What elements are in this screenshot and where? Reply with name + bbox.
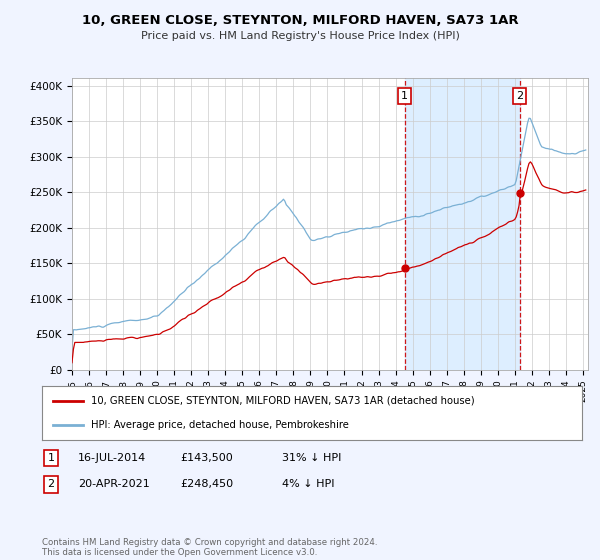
Text: 16-JUL-2014: 16-JUL-2014 [78,453,146,463]
Text: 31% ↓ HPI: 31% ↓ HPI [282,453,341,463]
Text: 10, GREEN CLOSE, STEYNTON, MILFORD HAVEN, SA73 1AR (detached house): 10, GREEN CLOSE, STEYNTON, MILFORD HAVEN… [91,396,474,406]
Text: 10, GREEN CLOSE, STEYNTON, MILFORD HAVEN, SA73 1AR: 10, GREEN CLOSE, STEYNTON, MILFORD HAVEN… [82,14,518,27]
Text: Contains HM Land Registry data © Crown copyright and database right 2024.
This d: Contains HM Land Registry data © Crown c… [42,538,377,557]
Text: 2: 2 [516,91,523,101]
Text: 20-APR-2021: 20-APR-2021 [78,479,150,489]
Text: 4% ↓ HPI: 4% ↓ HPI [282,479,335,489]
Text: Price paid vs. HM Land Registry's House Price Index (HPI): Price paid vs. HM Land Registry's House … [140,31,460,41]
Text: 2: 2 [47,479,55,489]
Text: 1: 1 [47,453,55,463]
Text: 1: 1 [401,91,408,101]
Text: HPI: Average price, detached house, Pembrokeshire: HPI: Average price, detached house, Pemb… [91,420,349,430]
Text: £143,500: £143,500 [180,453,233,463]
Bar [405,78,520,370]
Text: £248,450: £248,450 [180,479,233,489]
